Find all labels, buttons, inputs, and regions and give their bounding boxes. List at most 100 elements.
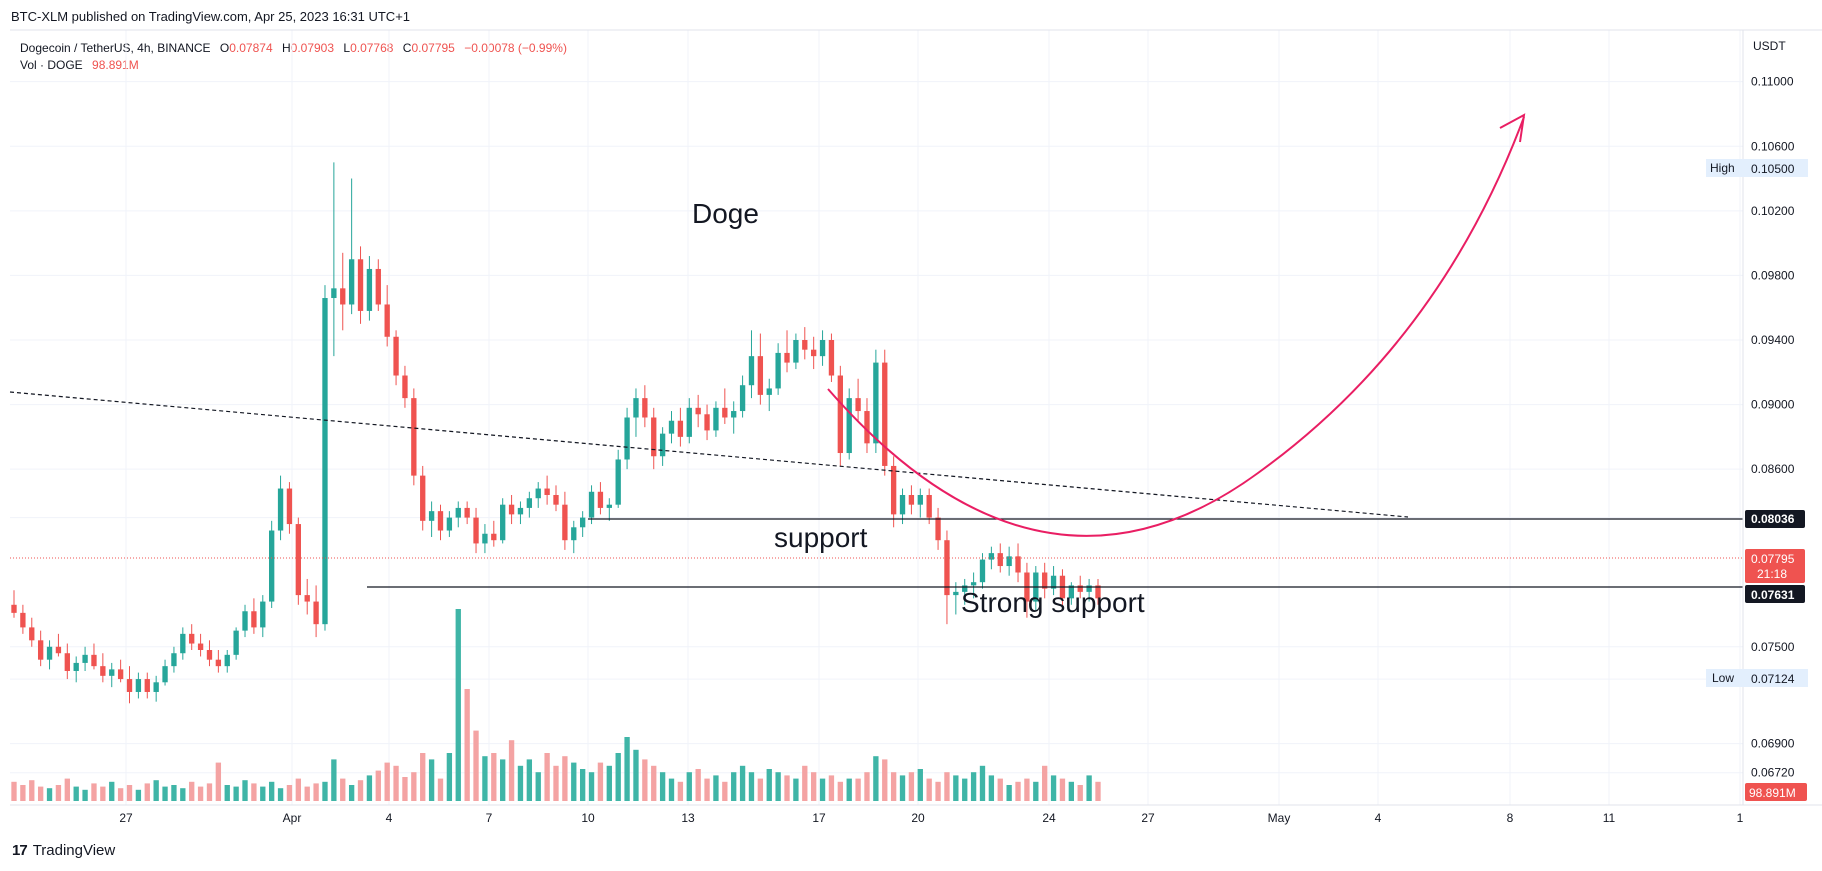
y-tick-label: 0.09800 bbox=[1751, 268, 1795, 282]
volume-bars bbox=[11, 609, 1101, 801]
annotation-strong-support[interactable]: Strong support bbox=[961, 587, 1145, 618]
volume-bar bbox=[446, 753, 453, 801]
candle-body bbox=[189, 633, 195, 644]
descending-trendline[interactable] bbox=[9, 391, 1409, 518]
volume-bar bbox=[491, 753, 497, 801]
low-badge-label: Low bbox=[1712, 671, 1734, 685]
projection-arrow-curve[interactable] bbox=[827, 116, 1525, 537]
candle-body bbox=[304, 595, 310, 602]
volume-value: 98.891M bbox=[92, 58, 139, 72]
volume-bar bbox=[357, 780, 364, 801]
volume-bar bbox=[473, 730, 479, 801]
candle-body bbox=[180, 633, 186, 654]
volume-bar bbox=[1042, 765, 1048, 801]
volume-bar bbox=[899, 775, 906, 801]
candle-body bbox=[126, 679, 133, 692]
candle-body bbox=[1095, 585, 1101, 599]
y-tick-label: 0.06900 bbox=[1751, 737, 1795, 751]
volume-bar bbox=[526, 759, 533, 801]
currency-label: USDT bbox=[1753, 39, 1786, 53]
volume-bar bbox=[482, 756, 488, 801]
volume-bar bbox=[677, 781, 684, 801]
candle-body bbox=[260, 601, 266, 628]
low-label: L bbox=[343, 41, 351, 55]
candle-body bbox=[926, 495, 932, 518]
x-tick-label: 8 bbox=[1507, 811, 1514, 825]
candle-body bbox=[766, 388, 772, 395]
volume-bar bbox=[206, 783, 213, 801]
volume-bar bbox=[109, 781, 115, 801]
volume-bar bbox=[793, 778, 799, 801]
time-axis-ticks[interactable]: 27 Apr 4 7 10 13 17 20 24 27 May 4 8 11 1 bbox=[119, 811, 1743, 825]
candle-body bbox=[1077, 585, 1083, 592]
candle-body bbox=[633, 398, 639, 418]
volume-bar bbox=[695, 769, 701, 801]
candle-body bbox=[82, 654, 88, 663]
y-tick-label: 0.10600 bbox=[1751, 139, 1795, 153]
volume-bar bbox=[331, 759, 337, 801]
volume-bar bbox=[748, 772, 755, 801]
candle-body bbox=[91, 654, 97, 667]
volume-bar bbox=[962, 778, 968, 801]
x-tick-label: 1 bbox=[1737, 811, 1744, 825]
candle-body bbox=[588, 491, 595, 518]
volume-bar bbox=[313, 783, 319, 801]
volume-bar bbox=[304, 786, 310, 801]
candle-body bbox=[473, 517, 479, 544]
volume-bar bbox=[784, 775, 790, 801]
candle-body bbox=[579, 517, 586, 528]
candle-body bbox=[819, 340, 826, 357]
x-tick-label: 4 bbox=[1375, 811, 1382, 825]
high-badge-value: 0.10500 bbox=[1751, 162, 1795, 176]
candle-body bbox=[908, 495, 915, 505]
candle-body bbox=[1086, 585, 1092, 592]
annotation-title[interactable]: Doge bbox=[692, 198, 759, 229]
volume-bar bbox=[988, 775, 995, 801]
volume-bar bbox=[606, 765, 612, 801]
volume-bar bbox=[242, 780, 248, 801]
candle-body bbox=[988, 553, 995, 560]
volume-bar bbox=[135, 789, 142, 801]
volume-bar bbox=[233, 786, 239, 801]
candle-body bbox=[46, 646, 53, 660]
candle-body bbox=[1015, 556, 1021, 573]
candle-body bbox=[624, 417, 630, 460]
volume-bar bbox=[882, 759, 888, 801]
volume-label[interactable]: Vol · DOGE bbox=[20, 58, 83, 72]
footer-branding[interactable]: 17 TradingView bbox=[12, 842, 115, 859]
candle-body bbox=[384, 304, 390, 337]
candle-body bbox=[420, 475, 426, 521]
candle-body bbox=[793, 340, 799, 363]
annotation-support[interactable]: support bbox=[774, 522, 868, 553]
y-tick-label: 0.09000 bbox=[1751, 398, 1795, 412]
candle-body bbox=[171, 653, 177, 667]
candle-body bbox=[970, 582, 977, 586]
candle-body bbox=[517, 507, 524, 515]
candle-body bbox=[899, 495, 906, 515]
candle-body bbox=[206, 650, 213, 660]
volume-bar bbox=[162, 786, 168, 801]
volume-bar bbox=[1050, 775, 1057, 801]
change-value: −0.00078 (−0.99%) bbox=[464, 41, 567, 55]
symbol-label[interactable]: Dogecoin / TetherUS, 4h, BINANCE bbox=[20, 41, 211, 55]
volume-bar bbox=[997, 778, 1003, 801]
volume-bar bbox=[322, 781, 328, 801]
tradingview-logo-icon: 17 bbox=[12, 842, 28, 859]
last-price-tag: 0.07795 bbox=[1751, 552, 1795, 566]
candle-body bbox=[606, 504, 612, 508]
candle-body bbox=[562, 504, 568, 541]
candle-body bbox=[864, 411, 870, 444]
candle-body bbox=[411, 398, 417, 476]
volume-bar bbox=[29, 780, 35, 801]
candle-body bbox=[37, 640, 44, 660]
candle-body bbox=[571, 527, 577, 541]
volume-bar bbox=[944, 772, 950, 801]
candle-body bbox=[953, 591, 959, 596]
volume-bar bbox=[269, 781, 275, 801]
candle-countdown: 21:18 bbox=[1757, 567, 1787, 581]
volume-bar bbox=[508, 740, 515, 801]
volume-bar bbox=[1024, 778, 1030, 801]
candle-body bbox=[73, 662, 79, 671]
x-tick-label: 13 bbox=[681, 811, 695, 825]
